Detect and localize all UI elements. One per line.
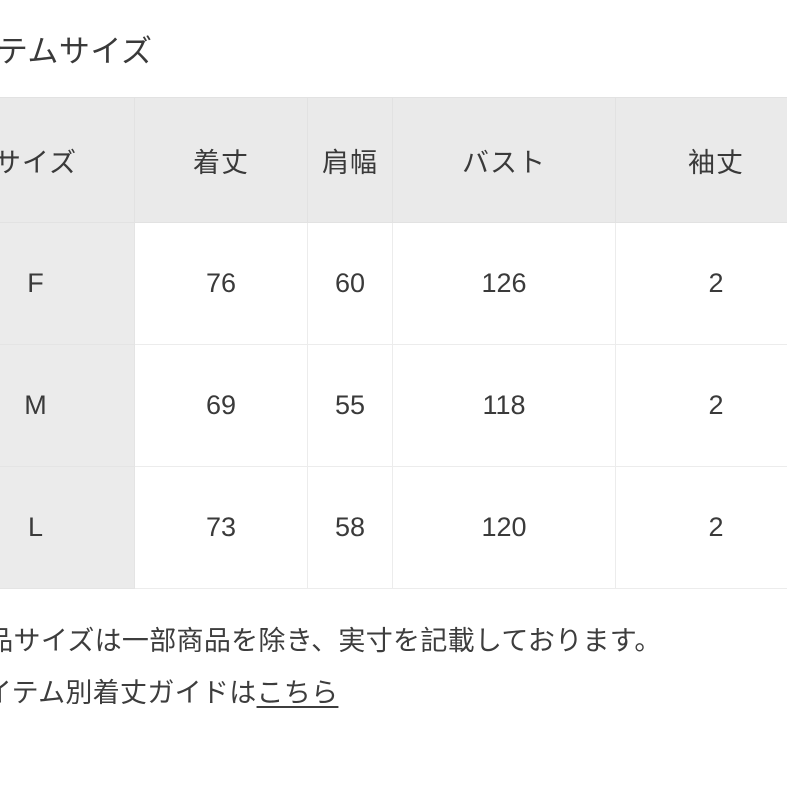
cell-length-l: 73 (134, 466, 308, 589)
cell-size-l: L (0, 466, 135, 589)
cell-bust-m: 118 (392, 344, 616, 467)
table-row: M 69 55 118 2 (0, 344, 787, 467)
cell-shoulder-m: 55 (307, 344, 393, 467)
table-row: L 73 58 120 2 (0, 466, 787, 589)
size-notes: ※商品サイズは一部商品を除き、実寸を記載しております。 ※アイテム別着丈ガイドは… (0, 589, 787, 719)
size-table-header: サイズ 着丈 肩幅 バスト 袖丈 (0, 97, 787, 223)
note-actual-measurements: ※商品サイズは一部商品を除き、実寸を記載しております。 (0, 626, 662, 656)
cell-sleeve-l: 2 (615, 466, 787, 589)
cell-size-f: F (0, 222, 135, 345)
table-header-row: サイズ 着丈 肩幅 バスト 袖丈 (0, 97, 787, 223)
column-header-sleeve: 袖丈 (615, 97, 787, 223)
column-header-shoulder: 肩幅 (307, 97, 393, 223)
cell-bust-l: 120 (392, 466, 616, 589)
size-table-container: サイズ 着丈 肩幅 バスト 袖丈 F 76 60 126 2 M 69 (0, 97, 787, 589)
cell-size-m: M (0, 344, 135, 467)
cell-length-m: 69 (134, 344, 308, 467)
note-length-guide-text: ※アイテム別着丈ガイドは (0, 678, 257, 708)
note-length-guide: ※アイテム別着丈ガイドはこちら (0, 667, 787, 719)
item-size-table: サイズ 着丈 肩幅 バスト 袖丈 F 76 60 126 2 M 69 (0, 97, 787, 589)
column-header-size: サイズ (0, 97, 135, 223)
cell-shoulder-l: 58 (307, 466, 393, 589)
item-size-section: アイテムサイズ サイズ 着丈 肩幅 バスト 袖丈 F 76 60 (0, 34, 787, 719)
cell-bust-f: 126 (392, 222, 616, 345)
size-table-body: F 76 60 126 2 M 69 55 118 2 L 73 58 (0, 222, 787, 589)
cell-sleeve-m: 2 (615, 344, 787, 467)
cell-length-f: 76 (134, 222, 308, 345)
column-header-length: 着丈 (134, 97, 308, 223)
column-header-bust: バスト (392, 97, 616, 223)
length-guide-link[interactable]: こちら (256, 678, 339, 708)
table-row: F 76 60 126 2 (0, 222, 787, 345)
cell-sleeve-f: 2 (615, 222, 787, 345)
page-title: アイテムサイズ (0, 34, 153, 69)
cell-shoulder-f: 60 (307, 222, 393, 345)
